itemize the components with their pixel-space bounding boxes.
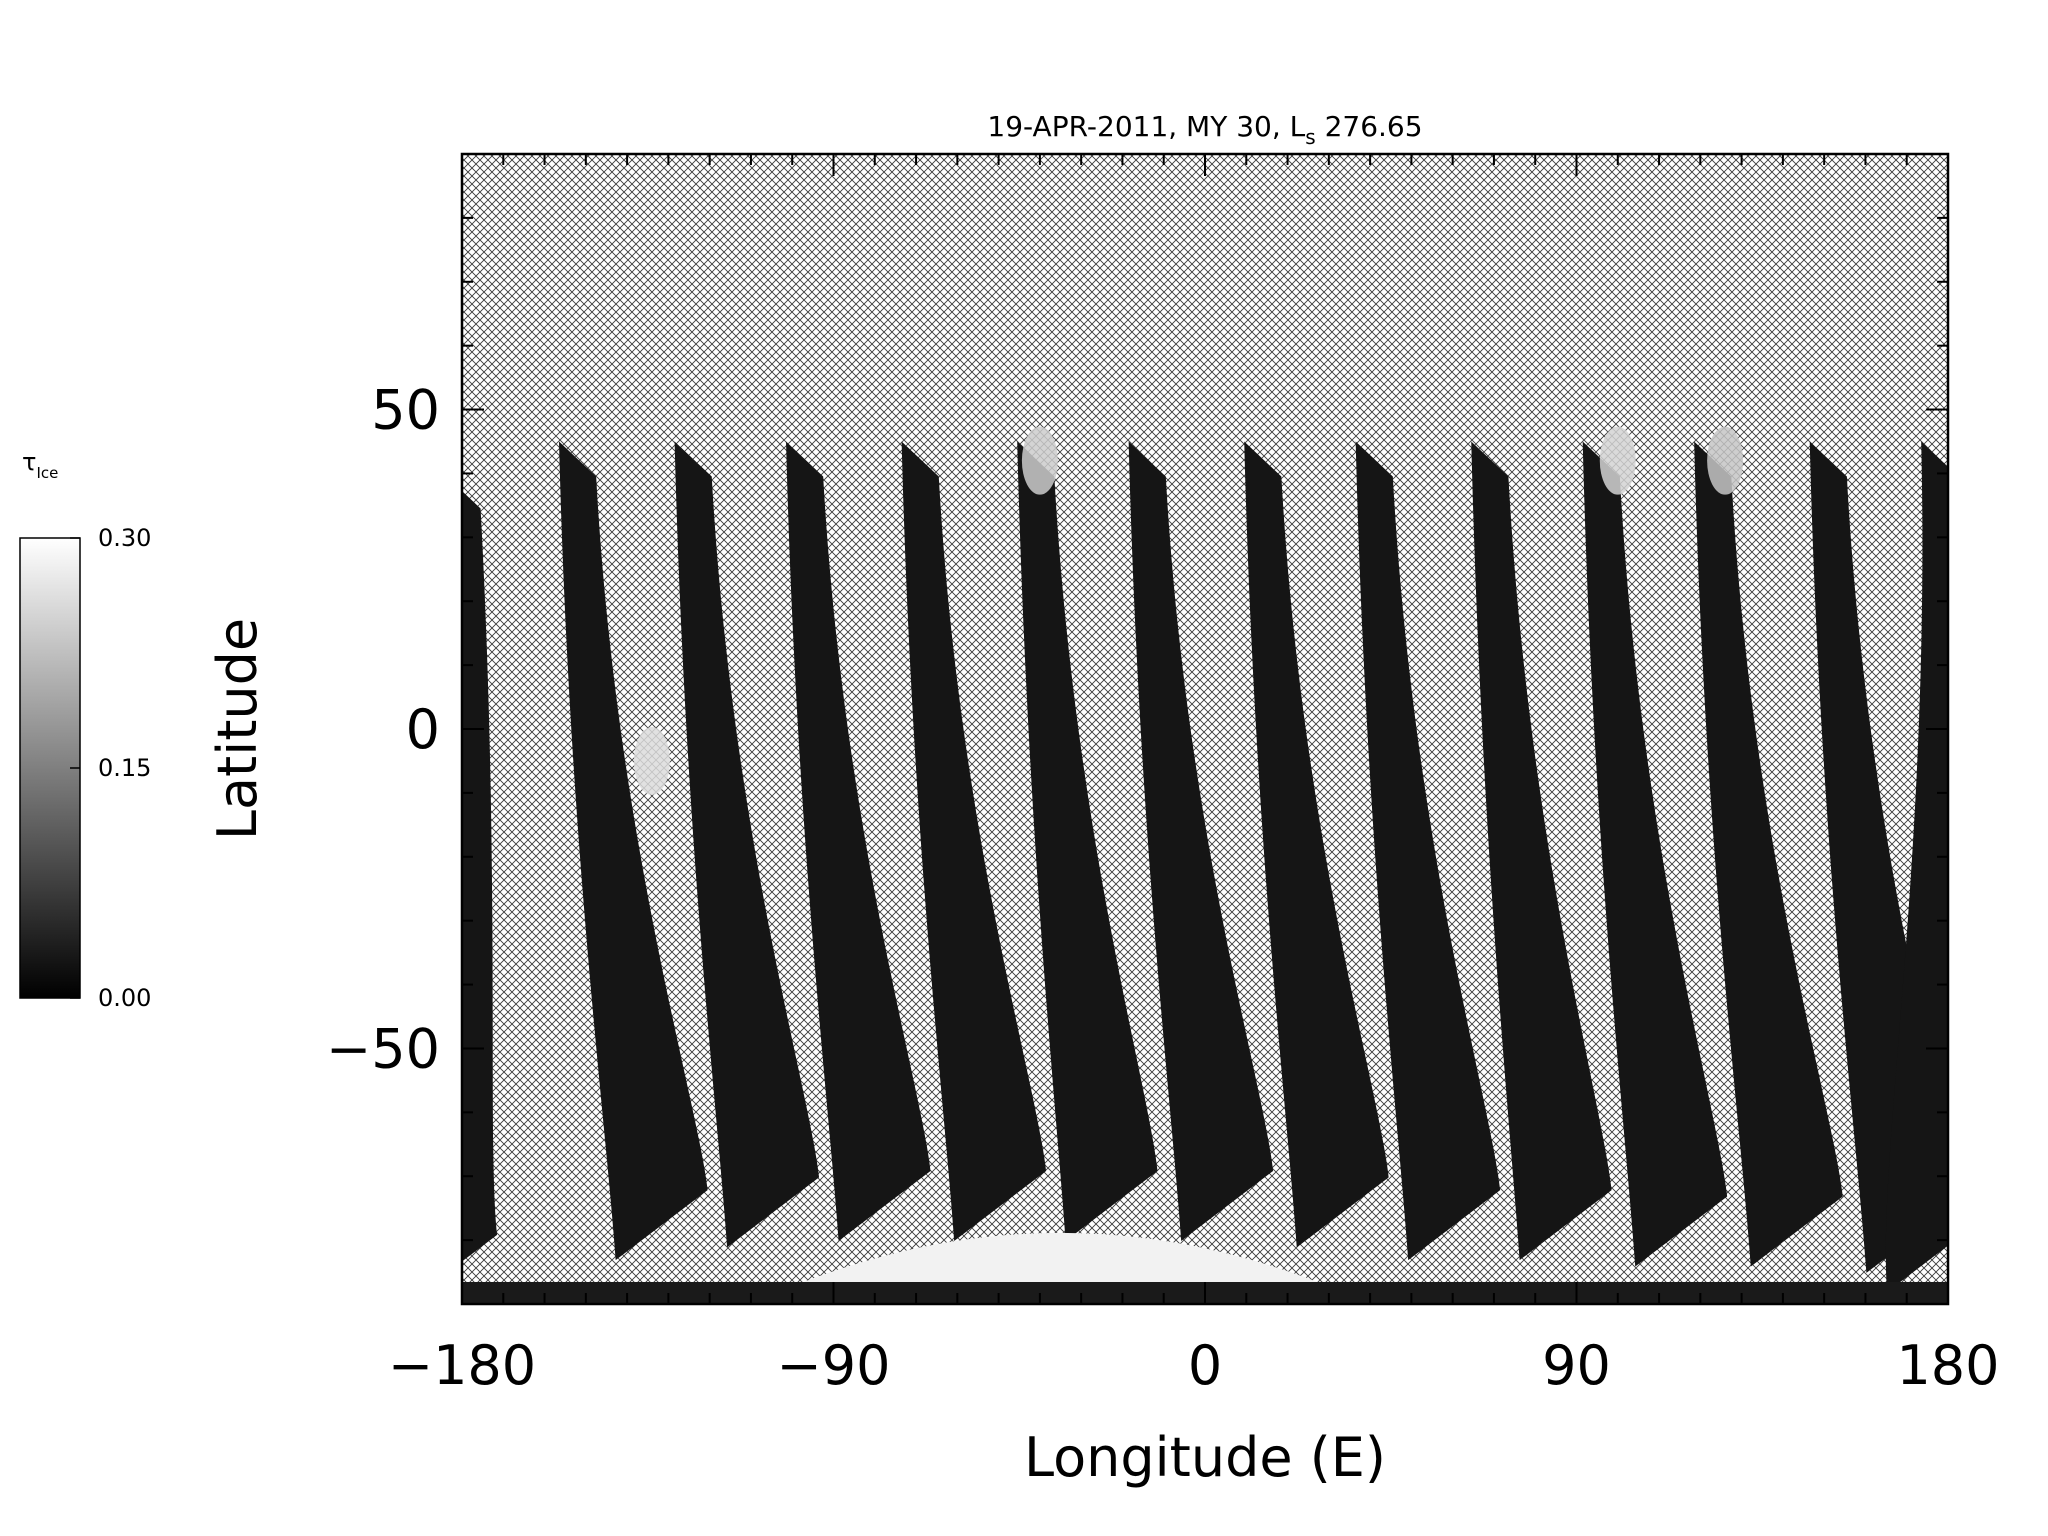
colorbar-label-symbol: τ — [22, 448, 36, 476]
colorbar-tick-label: 0.30 — [98, 524, 151, 552]
colorbar-label: τIce — [22, 448, 58, 482]
swath-2 — [674, 441, 820, 1248]
bright-patch-3 — [1707, 426, 1744, 495]
bright-patch-layer — [633, 426, 1744, 795]
tick-layer — [461, 154, 1949, 1304]
y-axis-label: Latitude — [206, 618, 269, 840]
x-tick-label: −90 — [777, 1334, 891, 1397]
swath-1 — [559, 441, 708, 1261]
bright-patch-1 — [1021, 426, 1058, 495]
x-tick-labels: −180 −90 0 90 180 — [388, 1334, 2000, 1397]
x-axis-label: Longitude (E) — [1024, 1426, 1386, 1489]
x-tick-label: 180 — [1896, 1334, 1999, 1397]
x-tick-label: 90 — [1542, 1334, 1611, 1397]
swath-layer — [462, 441, 1948, 1293]
chart-title-main: 19-APR-2011, MY 30, L — [987, 110, 1305, 143]
chart-title: 19-APR-2011, MY 30, Ls 276.65 — [987, 110, 1422, 149]
swath-4 — [901, 441, 1047, 1241]
colorbar-ticks: 0.00 0.15 0.30 — [70, 524, 151, 1012]
swath-5 — [1017, 441, 1158, 1241]
swath-3 — [786, 441, 931, 1241]
swath-7 — [1244, 441, 1389, 1248]
x-tick-label: −180 — [388, 1334, 536, 1397]
bright-patch-0 — [633, 726, 670, 795]
colorbar-tick-label: 0.00 — [98, 984, 151, 1012]
x-tick-label: 0 — [1188, 1334, 1222, 1397]
colorbar: τIce 0.00 0.15 0.30 — [19, 448, 151, 1012]
y-tick-label: 50 — [371, 379, 440, 442]
swath-6 — [1128, 441, 1274, 1241]
y-tick-labels: −50 0 50 — [326, 379, 440, 1081]
swath-13 — [1885, 441, 1948, 1293]
swath-10 — [1582, 441, 1728, 1267]
chart-title-subscript: s — [1305, 125, 1315, 149]
colorbar-tick-label: 0.15 — [98, 754, 151, 782]
chart-title-value: 276.65 — [1316, 110, 1423, 143]
bright-patch-2 — [1599, 426, 1636, 495]
y-tick-label: 0 — [406, 698, 440, 761]
colorbar-label-subscript: Ice — [36, 464, 58, 482]
plot-area — [460, 152, 1950, 1306]
swath-11 — [1694, 441, 1843, 1267]
swath-0 — [462, 490, 498, 1262]
y-tick-label: −50 — [326, 1017, 440, 1080]
swath-8 — [1355, 441, 1501, 1261]
swath-9 — [1471, 441, 1612, 1261]
